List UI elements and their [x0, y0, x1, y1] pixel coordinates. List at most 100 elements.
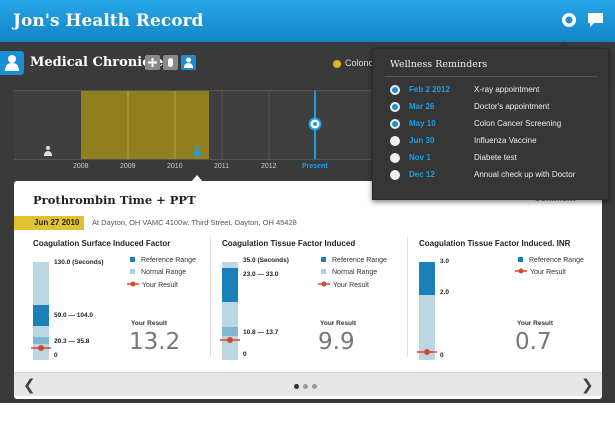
tick-label: 3.0	[440, 258, 450, 265]
result-card: Prothrombin Time + PPT Comment Jun 27 20…	[14, 181, 602, 399]
chronicles-title: Medical Chronicles	[30, 55, 171, 70]
normal-range-bar	[222, 327, 238, 336]
panel-divider	[210, 237, 211, 357]
reminder-item[interactable]: May 10 Colon Cancer Screening	[390, 118, 605, 130]
pager: ❮ ❯	[14, 372, 602, 396]
normal-range-bar	[33, 337, 49, 344]
legend-normal: Normal Range	[130, 269, 186, 276]
reminder-item[interactable]: Feb 2 2012 X-ray appointment	[390, 84, 605, 96]
reminder-radio[interactable]	[390, 136, 400, 146]
medication-filter-icon[interactable]	[163, 55, 178, 70]
year-label: 2009	[120, 163, 136, 170]
tick-label: 10.8 — 13.7	[243, 329, 279, 336]
tick-label: 20.3 — 35.8	[54, 338, 90, 345]
page-dot[interactable]	[312, 384, 317, 389]
legend-your-result: Your Result	[515, 268, 566, 276]
reminder-item[interactable]: Dec 12 Annual check up with Doctor	[390, 169, 605, 181]
result-marker	[417, 349, 437, 355]
panel-title: Coagulation Surface Induced Factor	[33, 239, 171, 248]
panel-title: Coagulation Tissue Factor Induced. INR	[419, 239, 571, 248]
add-entry-button[interactable]	[145, 55, 160, 70]
tick-label: 130.0 (Seconds)	[54, 259, 104, 266]
legend-label: Colonos	[345, 58, 379, 68]
tick-label: 0	[243, 351, 247, 358]
popover-arrow	[557, 41, 571, 48]
tick-label: 59.0 — 104.0	[54, 312, 94, 319]
popover-divider	[385, 76, 598, 77]
reminder-radio[interactable]	[390, 85, 400, 95]
timeline-highlight-range	[81, 91, 209, 159]
year-label: 2012	[261, 163, 277, 170]
date-flag	[14, 216, 84, 230]
wellness-reminders-popover: Wellness Reminders Feb 2 2012 X-ray appo…	[372, 48, 609, 200]
reminder-date: Feb 2 2012	[409, 85, 450, 94]
user-profile-icon[interactable]	[0, 51, 24, 75]
reminder-item[interactable]: Jun 30 Influenza Vaccine	[390, 135, 605, 147]
tick-label: 0	[54, 352, 58, 359]
reference-range-bar	[419, 262, 435, 295]
year-label: 2010	[167, 163, 183, 170]
reminder-name: Doctor's appointment	[474, 102, 550, 111]
tick-label: 35.0 (Seconds)	[243, 257, 289, 264]
messages-icon[interactable]	[587, 12, 604, 33]
panel-divider	[407, 237, 408, 357]
top-bar: Jon's Health Record	[0, 0, 615, 42]
result-panel: Coagulation Surface Induced Factor 130.0…	[31, 237, 223, 367]
popover-title: Wellness Reminders	[390, 59, 488, 70]
tick-label: 23.0 — 33.0	[243, 271, 279, 278]
person-filter-icon[interactable]	[181, 55, 196, 70]
timeline-person-marker	[44, 146, 52, 156]
reminder-item[interactable]: Mar 26 Doctor's appointment	[390, 101, 605, 113]
legend-normal: Normal Range	[321, 269, 377, 276]
timeline-event-marker	[193, 146, 201, 156]
your-result-label: Your Result	[320, 320, 356, 327]
reminder-radio[interactable]	[390, 119, 400, 129]
app-frame: Jon's Health Record Medical Chronicles C…	[0, 0, 615, 403]
legend-reference: Reference Range	[130, 257, 196, 264]
reminder-radio[interactable]	[390, 153, 400, 163]
legend-reference: Reference Range	[518, 257, 584, 264]
legend-your-result: Your Result	[127, 281, 178, 289]
next-arrow-icon[interactable]: ❯	[581, 377, 594, 394]
result-location: At Dayton, OH VAMC 4100w. Third Street, …	[92, 218, 297, 227]
your-result-value: 13.2	[129, 329, 181, 355]
your-result-value: 9.9	[318, 329, 355, 355]
year-label: 2008	[73, 163, 89, 170]
legend-your-result: Your Result	[318, 281, 369, 289]
reminder-item[interactable]: Nov 1 Diabete test	[390, 152, 605, 164]
reminder-date: Jun 30	[409, 136, 435, 145]
reminder-radio[interactable]	[390, 170, 400, 180]
reminder-radio[interactable]	[390, 102, 400, 112]
your-result-value: 0.7	[515, 329, 552, 355]
result-marker	[220, 337, 240, 343]
result-date: Jun 27 2010	[34, 218, 80, 227]
card-pointer	[191, 175, 203, 182]
year-label: 2011	[214, 163, 230, 170]
result-panel: Coagulation Tissue Factor Induced. INR 3…	[417, 237, 609, 367]
tick-label: 2.0	[440, 289, 450, 296]
result-title: Prothrombin Time + PPT	[33, 193, 196, 207]
page-dot[interactable]	[303, 384, 308, 389]
your-result-label: Your Result	[517, 320, 553, 327]
reference-range-bar	[222, 268, 238, 302]
reminder-name: Influenza Vaccine	[474, 136, 537, 145]
year-label-present[interactable]: Present	[302, 163, 328, 170]
page-dot-active[interactable]	[294, 384, 299, 389]
app-title: Jon's Health Record	[13, 11, 204, 31]
result-panel: Coagulation Tissue Factor Induced 35.0 (…	[220, 237, 412, 367]
reminder-name: Annual check up with Doctor	[474, 170, 576, 179]
prev-arrow-icon[interactable]: ❮	[23, 377, 36, 394]
reminder-name: Diabete test	[474, 153, 517, 162]
tick-label: 0	[440, 352, 444, 359]
reference-range-bar	[33, 305, 49, 326]
panel-title: Coagulation Tissue Factor Induced	[222, 239, 356, 248]
legend-reference: Reference Range	[321, 257, 387, 264]
reminder-name: Colon Cancer Screening	[474, 119, 562, 128]
result-marker	[31, 345, 51, 351]
reminder-name: X-ray appointment	[474, 85, 540, 94]
reminder-date: Mar 26	[409, 102, 435, 111]
your-result-label: Your Result	[131, 320, 167, 327]
reminders-icon[interactable]	[561, 12, 577, 33]
legend-dot	[333, 60, 341, 68]
reminder-date: May 10	[409, 119, 436, 128]
